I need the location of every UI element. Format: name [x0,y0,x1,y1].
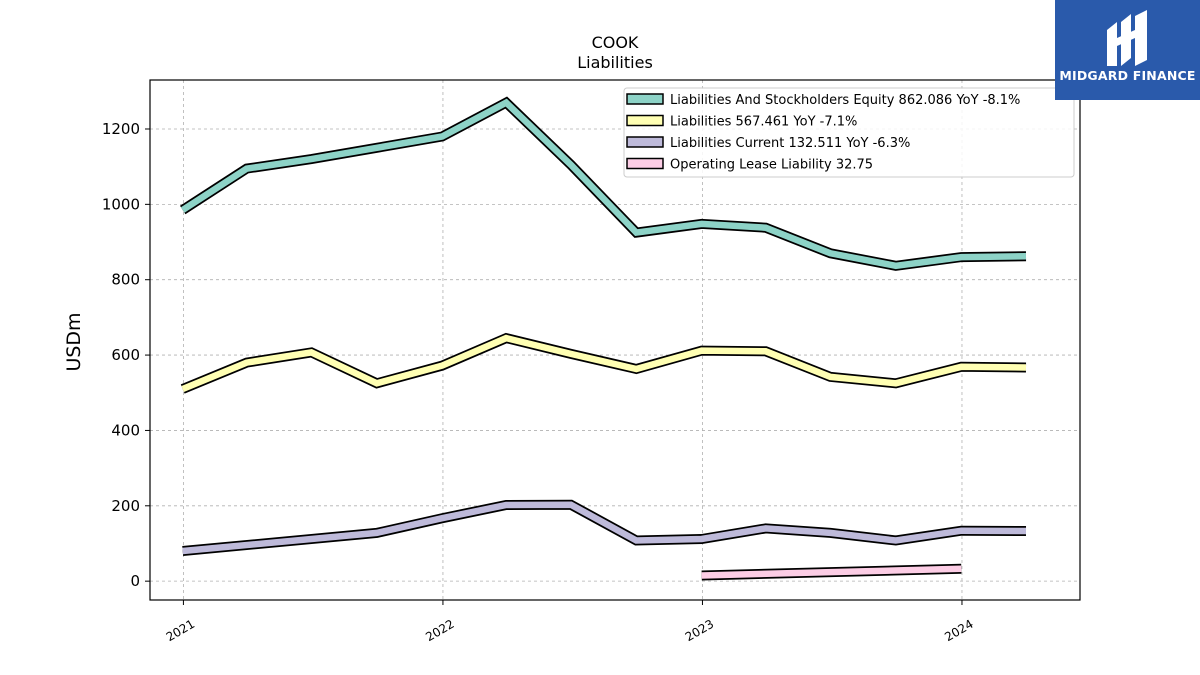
legend-box [623,87,1075,178]
legend-item: Liabilities Current 132.511 YoY -6.3% [626,136,910,151]
legend-label: Liabilities And Stockholders Equity 862.… [670,93,1020,108]
series-1-line [179,96,1027,271]
legend-item: Operating Lease Liability 32.75 [626,157,873,173]
legend: Liabilities And Stockholders Equity 862.… [623,87,1075,178]
legend-swatch [626,157,664,170]
legend-swatch [626,114,664,127]
y-tick-label: 0 [130,572,140,590]
y-axis-ticks: 0 200 400 600 800 1000 1200 [102,120,150,590]
series-fill [180,98,1027,270]
y-tick-label: 400 [111,421,140,439]
y-tick-label: 600 [111,346,140,364]
series-2-line [180,332,1027,394]
x-axis-ticks: 2021 2022 2023 2024 [164,600,976,644]
plot-area-frame [149,79,1081,601]
x-tick-label: 2023 [683,617,716,644]
legend-swatch [626,136,664,148]
midgard-logo-icon [1107,10,1147,66]
legend-item: Liabilities And Stockholders Equity 862.… [626,93,1020,108]
series-outline [182,499,1027,556]
series-4-line [701,563,962,581]
y-axis-label: USDm [63,312,85,371]
series-fill [181,334,1027,393]
x-tick-label: 2022 [423,617,456,644]
legend-swatch [626,93,664,105]
y-tick-label: 1000 [102,195,140,213]
y-tick-label: 800 [111,271,140,289]
series-fill [701,565,962,579]
series-fill [182,501,1027,555]
chart-title: COOK [592,33,639,52]
x-tick-label: 2024 [942,617,975,644]
series-3-line [182,499,1027,556]
y-tick-label: 1200 [102,120,140,138]
legend-label: Liabilities 567.461 YoY -7.1% [670,115,857,130]
y-tick-label: 200 [111,497,140,515]
x-tick-label: 2021 [164,617,197,644]
brand-logo: MIDGARD FINANCE [1055,0,1200,100]
legend-label: Operating Lease Liability 32.75 [670,158,873,173]
chart-subtitle: Liabilities [577,53,653,72]
series-lines [179,96,1027,581]
brand-name: MIDGARD FINANCE [1059,68,1196,83]
legend-label: Liabilities Current 132.511 YoY -6.3% [670,136,910,151]
legend-item: Liabilities 567.461 YoY -7.1% [626,114,857,130]
